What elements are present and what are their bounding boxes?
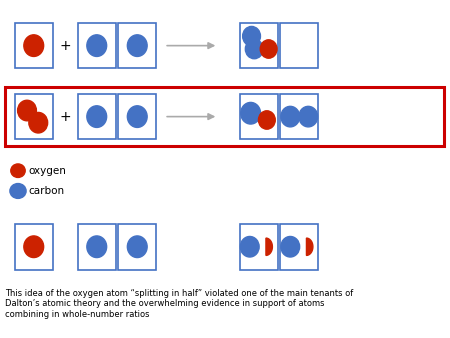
Bar (280, 94, 319, 139)
Bar (77, 224, 116, 270)
Text: carbon: carbon (28, 186, 64, 196)
Bar (5, 87, 444, 146)
Ellipse shape (127, 236, 147, 258)
Bar (239, 224, 278, 270)
Bar (14, 23, 53, 68)
Ellipse shape (260, 40, 277, 58)
Bar (77, 94, 116, 139)
Ellipse shape (87, 35, 107, 56)
Bar (280, 23, 319, 68)
Ellipse shape (11, 164, 25, 177)
Text: oxygen: oxygen (28, 166, 66, 176)
Ellipse shape (281, 106, 300, 127)
Ellipse shape (24, 35, 44, 56)
Bar (118, 94, 157, 139)
Ellipse shape (241, 102, 261, 124)
Ellipse shape (281, 237, 300, 257)
Ellipse shape (10, 184, 26, 198)
Ellipse shape (18, 100, 36, 121)
Ellipse shape (243, 26, 261, 46)
Bar (14, 224, 53, 270)
Polygon shape (306, 238, 313, 256)
Ellipse shape (240, 237, 259, 257)
Text: +: + (59, 110, 71, 124)
Ellipse shape (299, 106, 318, 127)
Bar (239, 94, 278, 139)
Ellipse shape (87, 236, 107, 258)
Ellipse shape (245, 39, 263, 59)
Text: +: + (59, 39, 71, 53)
Bar (118, 23, 157, 68)
Ellipse shape (29, 113, 48, 133)
Ellipse shape (127, 35, 147, 56)
Ellipse shape (127, 106, 147, 127)
Polygon shape (266, 238, 272, 256)
Bar (14, 94, 53, 139)
Ellipse shape (24, 236, 44, 258)
Ellipse shape (87, 106, 107, 127)
Text: This idea of the oxygen atom “splitting in half” violated one of the main tenant: This idea of the oxygen atom “splitting … (5, 289, 354, 319)
Bar (77, 23, 116, 68)
Ellipse shape (258, 111, 275, 129)
Bar (280, 224, 319, 270)
Bar (118, 224, 157, 270)
Bar (239, 23, 278, 68)
